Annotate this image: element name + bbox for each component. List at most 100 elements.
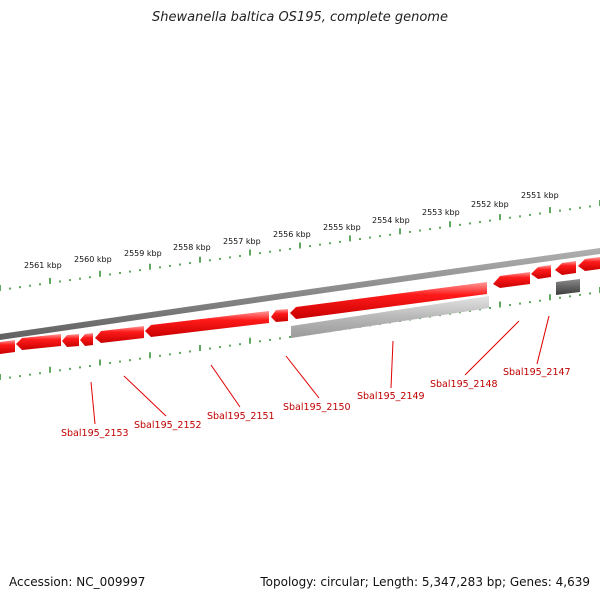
- ruler-minor-tick: [529, 301, 531, 304]
- gene-track: [0, 257, 600, 354]
- gene-label[interactable]: Sbal195_2150: [283, 402, 351, 413]
- ruler-minor-tick: [509, 216, 511, 219]
- label-lines: [90, 315, 550, 425]
- gene-arrow[interactable]: [290, 282, 487, 319]
- ruler-label: 2558 kbp: [173, 243, 211, 252]
- ruler-major-tick: [449, 221, 451, 228]
- gene-label[interactable]: Sbal195_2147: [503, 367, 571, 378]
- ruler-minor-tick: [559, 209, 561, 212]
- ruler-major-tick: [349, 235, 351, 242]
- ruler-minor-tick: [139, 269, 141, 272]
- ruler-minor-tick: [529, 213, 531, 216]
- ruler-minor-tick: [269, 338, 271, 341]
- ruler-minor-tick: [79, 366, 81, 369]
- ruler-minor-tick: [259, 340, 261, 343]
- ruler-major-tick: [99, 270, 101, 277]
- ruler-minor-tick: [379, 235, 381, 238]
- gene-label[interactable]: Sbal195_2153: [61, 428, 129, 439]
- ruler-minor-tick: [129, 359, 131, 362]
- ruler-minor-tick: [339, 240, 341, 243]
- ruler-minor-tick: [579, 293, 581, 296]
- ruler-minor-tick: [269, 250, 271, 253]
- ruler-minor-tick: [259, 252, 261, 255]
- gene-block-grey[interactable]: [291, 296, 489, 338]
- ruler-minor-tick: [309, 245, 311, 248]
- ruler-minor-tick: [9, 376, 11, 379]
- ruler-minor-tick: [319, 243, 321, 246]
- ruler-major-tick: [99, 359, 101, 366]
- ruler-minor-tick: [539, 299, 541, 302]
- gene-arrow[interactable]: [531, 265, 551, 279]
- ruler-minor-tick: [209, 259, 211, 262]
- ruler-minor-tick: [209, 347, 211, 350]
- ruler-minor-tick: [289, 247, 291, 250]
- ruler-label: 2556 kbp: [273, 230, 311, 239]
- gene-arrow[interactable]: [493, 272, 530, 288]
- ruler-minor-tick: [119, 272, 121, 274]
- ruler-major-tick: [299, 242, 301, 249]
- gene-arrow[interactable]: [0, 340, 15, 354]
- gene-arrow[interactable]: [62, 334, 79, 347]
- ruler-minor-tick: [289, 335, 291, 338]
- ruler-minor-tick: [579, 206, 581, 209]
- gene-label[interactable]: Sbal195_2149: [357, 391, 425, 402]
- ruler-label: 2560 kbp: [74, 255, 112, 264]
- ruler-minor-tick: [109, 362, 111, 365]
- ruler-minor-tick: [29, 373, 31, 376]
- ruler-minor-tick: [509, 304, 511, 307]
- ruler-minor-tick: [419, 229, 421, 232]
- ruler-minor-tick: [19, 375, 21, 378]
- genome-info-text: Topology: circular; Length: 5,347,283 bp…: [260, 575, 590, 589]
- genome-backbone: [0, 248, 600, 340]
- ruler-major-tick: [249, 337, 251, 344]
- ruler-minor-tick: [139, 357, 141, 360]
- gene-arrow[interactable]: [95, 326, 144, 343]
- ruler-minor-tick: [279, 337, 281, 340]
- ruler-minor-tick: [219, 257, 221, 260]
- accession-text: Accession: NC_009997: [9, 575, 146, 589]
- ruler-minor-tick: [179, 351, 181, 354]
- gene-labels: Sbal195_2153 Sbal195_2152 Sbal195_2151 S…: [61, 367, 571, 439]
- ruler-minor-tick: [169, 353, 171, 356]
- gene-arrow[interactable]: [271, 309, 288, 322]
- ruler-major-tick: [149, 263, 151, 270]
- gene-block-dark[interactable]: [556, 279, 580, 295]
- ruler-minor-tick: [569, 295, 571, 298]
- ruler-label: 2557 kbp: [223, 237, 261, 246]
- ruler-minor-tick: [469, 222, 471, 225]
- ruler-minor-tick: [539, 212, 541, 215]
- gene-arrow[interactable]: [578, 257, 600, 271]
- ruler-minor-tick: [239, 255, 241, 257]
- gene-arrow[interactable]: [145, 311, 269, 337]
- ruler-minor-tick: [189, 350, 191, 353]
- ruler-minor-tick: [59, 280, 61, 283]
- gene-label[interactable]: Sbal195_2152: [134, 420, 202, 431]
- ruler-minor-tick: [279, 249, 281, 252]
- ruler-minor-tick: [219, 346, 221, 349]
- ruler-label: 2551 kbp: [521, 191, 559, 200]
- ruler-minor-tick: [559, 296, 561, 299]
- gene-arrow[interactable]: [80, 333, 93, 346]
- ruler-minor-tick: [489, 306, 491, 309]
- ruler-label: 2561 kbp: [24, 261, 62, 270]
- gene-label[interactable]: Sbal195_2148: [430, 379, 498, 390]
- ruler-minor-tick: [479, 221, 481, 223]
- ruler-minor-tick: [479, 308, 481, 311]
- ruler-minor-tick: [79, 277, 81, 280]
- ruler-minor-tick: [459, 223, 461, 226]
- gene-arrow[interactable]: [16, 334, 61, 350]
- ruler-major-tick: [49, 366, 51, 373]
- ruler-major-tick: [199, 256, 201, 263]
- ruler-minor-tick: [109, 273, 111, 276]
- ruler-major-tick: [549, 294, 551, 301]
- ruler-minor-tick: [439, 226, 441, 229]
- gene-label[interactable]: Sbal195_2151: [207, 411, 275, 422]
- ruler-minor-tick: [29, 284, 31, 287]
- ruler-label: 2552 kbp: [471, 200, 509, 209]
- ruler-major-tick: [399, 228, 401, 235]
- ruler-minor-tick: [59, 369, 61, 372]
- ruler-minor-tick: [69, 279, 71, 282]
- gene-arrow[interactable]: [555, 261, 576, 275]
- ruler-major-tick: [499, 214, 501, 221]
